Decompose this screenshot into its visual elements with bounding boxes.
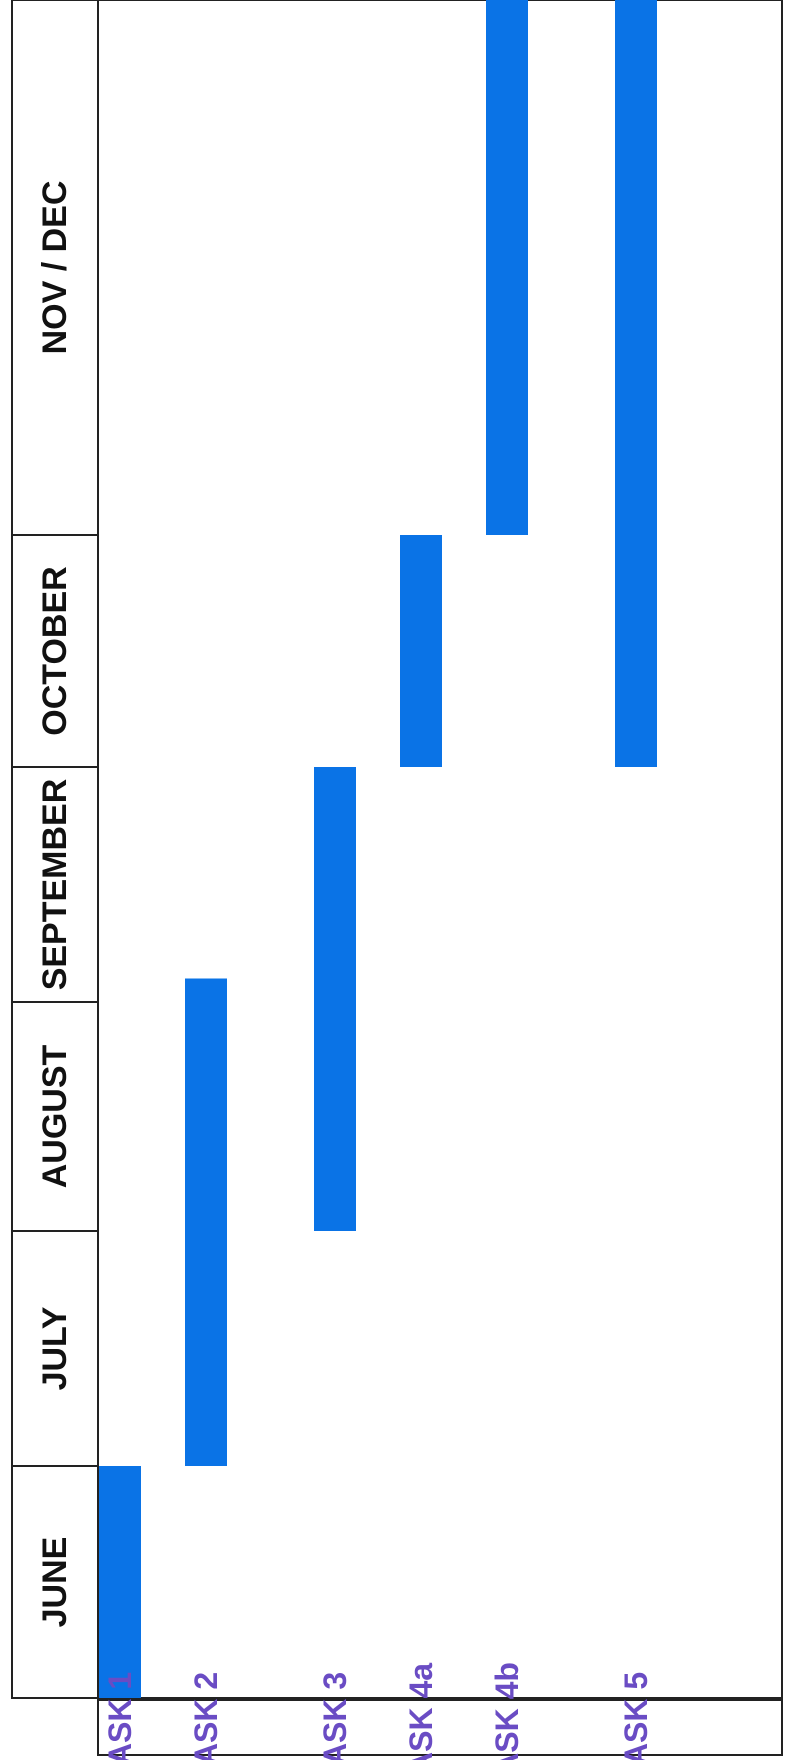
task-bar [185,978,227,1466]
month-label: NOV / DEC [36,181,74,355]
chart-frame [11,0,783,1699]
task-label: TASK 1 [102,1672,138,1760]
task-label: TASK 4b [489,1662,525,1760]
task-labels: TASK 1 TASK 2 TASK 3 TASK 4a TASK 4b TASK 5 [102,1662,654,1760]
task-bar [314,767,356,1231]
task-label: TASK 3 [317,1672,353,1760]
month-header: JUNE JULY AUGUST SEPTEMBER OCTOBER NOV / DEC [12,181,98,1628]
month-label: JUNE [36,1537,74,1628]
task-label-frame [97,1699,783,1756]
task-bars [99,0,657,1698]
month-label: SEPTEMBER [36,779,74,991]
task-bar [486,0,528,535]
task-bar [99,1466,141,1698]
month-label: AUGUST [36,1044,74,1188]
month-label: JULY [36,1306,74,1390]
chart-grid [11,0,783,1756]
month-label: OCTOBER [36,566,74,735]
task-label: TASK 4a [403,1663,439,1760]
task-label: TASK 5 [618,1672,654,1760]
task-bar [615,0,657,767]
task-bar [400,535,442,767]
task-label: TASK 2 [188,1672,224,1760]
